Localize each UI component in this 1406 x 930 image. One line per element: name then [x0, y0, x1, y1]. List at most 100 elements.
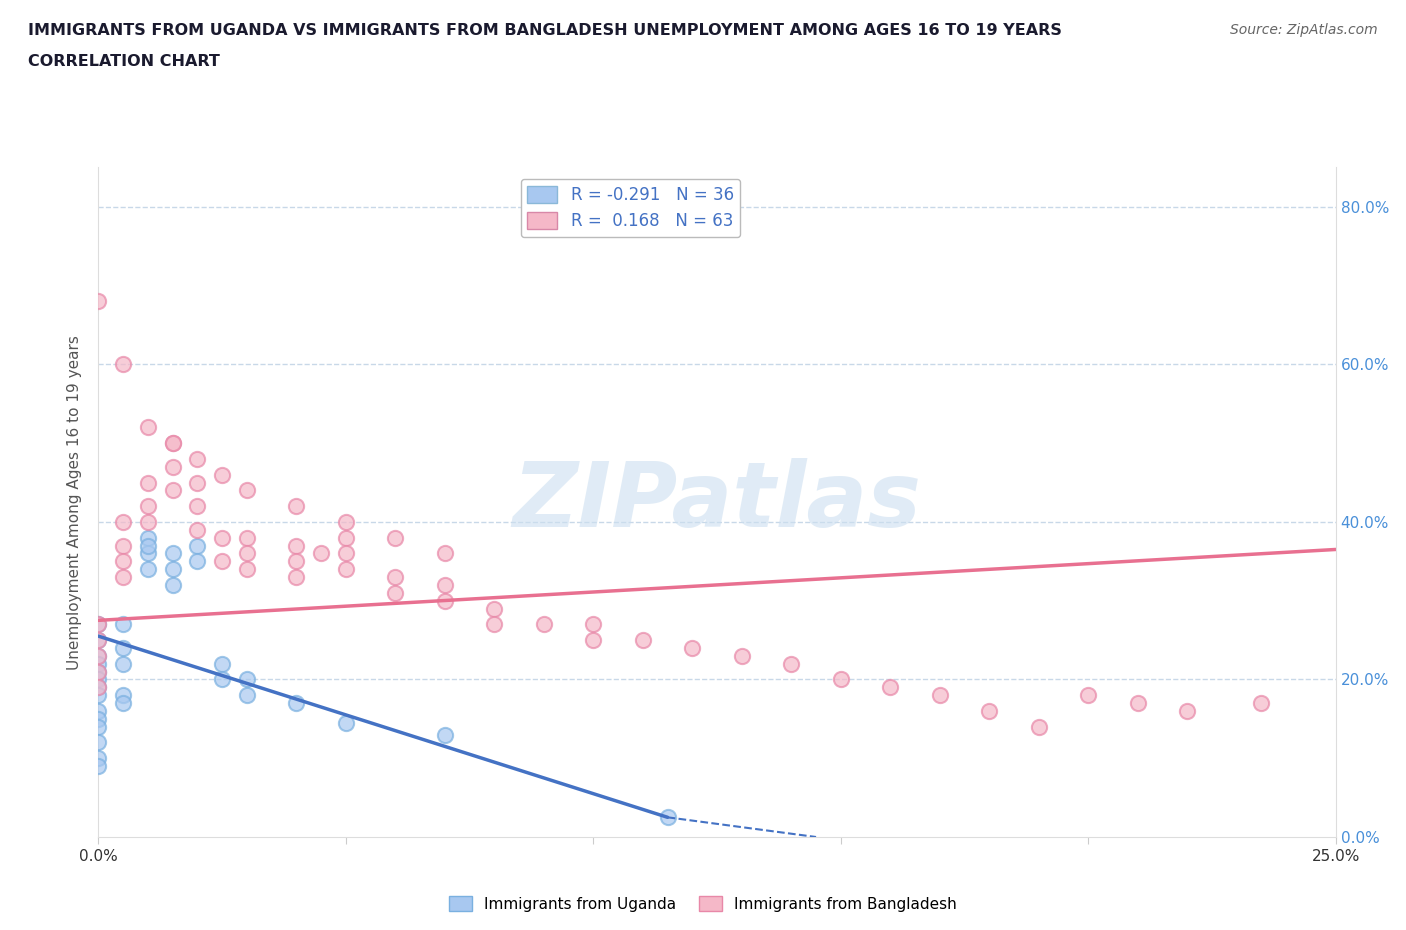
Point [186, 498, 208, 513]
Point [136, 514, 159, 529]
Point [136, 530, 159, 545]
Point [186, 451, 208, 466]
Point [112, 357, 135, 372]
Point [335, 546, 357, 561]
Point [335, 562, 357, 577]
Point [1175, 703, 1198, 718]
Point [87, 703, 110, 718]
Point [236, 672, 259, 687]
Point [433, 546, 456, 561]
Point [162, 562, 184, 577]
Point [879, 680, 901, 695]
Point [112, 617, 135, 631]
Point [112, 688, 135, 703]
Point [136, 498, 159, 513]
Text: CORRELATION CHART: CORRELATION CHART [28, 54, 219, 69]
Point [236, 546, 259, 561]
Point [112, 569, 135, 584]
Text: ZIPatlas: ZIPatlas [513, 458, 921, 546]
Point [87, 735, 110, 750]
Point [186, 554, 208, 569]
Point [112, 641, 135, 656]
Point [484, 601, 506, 616]
Point [112, 657, 135, 671]
Point [236, 688, 259, 703]
Point [162, 546, 184, 561]
Point [87, 657, 110, 671]
Point [285, 498, 308, 513]
Point [582, 617, 605, 631]
Point [87, 751, 110, 765]
Point [484, 617, 506, 631]
Point [87, 680, 110, 695]
Point [211, 467, 233, 482]
Point [112, 514, 135, 529]
Point [928, 688, 950, 703]
Point [186, 538, 208, 553]
Point [112, 538, 135, 553]
Point [87, 672, 110, 687]
Point [309, 546, 332, 561]
Point [87, 632, 110, 647]
Point [830, 672, 852, 687]
Point [87, 617, 110, 631]
Point [384, 569, 406, 584]
Point [112, 696, 135, 711]
Point [211, 554, 233, 569]
Point [87, 648, 110, 663]
Point [162, 435, 184, 450]
Point [285, 569, 308, 584]
Point [87, 680, 110, 695]
Point [335, 715, 357, 730]
Point [112, 554, 135, 569]
Point [87, 664, 110, 679]
Point [1126, 696, 1149, 711]
Point [87, 711, 110, 726]
Point [136, 538, 159, 553]
Point [979, 703, 1001, 718]
Point [136, 546, 159, 561]
Point [433, 578, 456, 592]
Point [162, 435, 184, 450]
Point [285, 554, 308, 569]
Point [1250, 696, 1272, 711]
Point [631, 632, 654, 647]
Text: Source: ZipAtlas.com: Source: ZipAtlas.com [1230, 23, 1378, 37]
Y-axis label: Unemployment Among Ages 16 to 19 years: Unemployment Among Ages 16 to 19 years [67, 335, 83, 670]
Point [162, 483, 184, 498]
Point [87, 759, 110, 774]
Point [236, 483, 259, 498]
Point [1028, 719, 1050, 734]
Point [236, 562, 259, 577]
Point [582, 632, 605, 647]
Point [433, 593, 456, 608]
Point [186, 523, 208, 538]
Point [780, 657, 803, 671]
Text: IMMIGRANTS FROM UGANDA VS IMMIGRANTS FROM BANGLADESH UNEMPLOYMENT AMONG AGES 16 : IMMIGRANTS FROM UGANDA VS IMMIGRANTS FRO… [28, 23, 1062, 38]
Point [335, 530, 357, 545]
Point [87, 688, 110, 703]
Point [236, 530, 259, 545]
Point [162, 578, 184, 592]
Point [162, 459, 184, 474]
Point [87, 664, 110, 679]
Point [681, 641, 703, 656]
Point [87, 719, 110, 734]
Point [731, 648, 754, 663]
Point [87, 632, 110, 647]
Point [211, 672, 233, 687]
Point [657, 810, 679, 825]
Point [1077, 688, 1099, 703]
Point [136, 475, 159, 490]
Legend: Immigrants from Uganda, Immigrants from Bangladesh: Immigrants from Uganda, Immigrants from … [443, 889, 963, 918]
Point [433, 727, 456, 742]
Point [533, 617, 555, 631]
Point [211, 530, 233, 545]
Point [285, 696, 308, 711]
Point [384, 585, 406, 600]
Legend: R = -0.291   N = 36, R =  0.168   N = 63: R = -0.291 N = 36, R = 0.168 N = 63 [520, 179, 741, 237]
Point [87, 648, 110, 663]
Point [211, 657, 233, 671]
Point [335, 514, 357, 529]
Point [136, 420, 159, 435]
